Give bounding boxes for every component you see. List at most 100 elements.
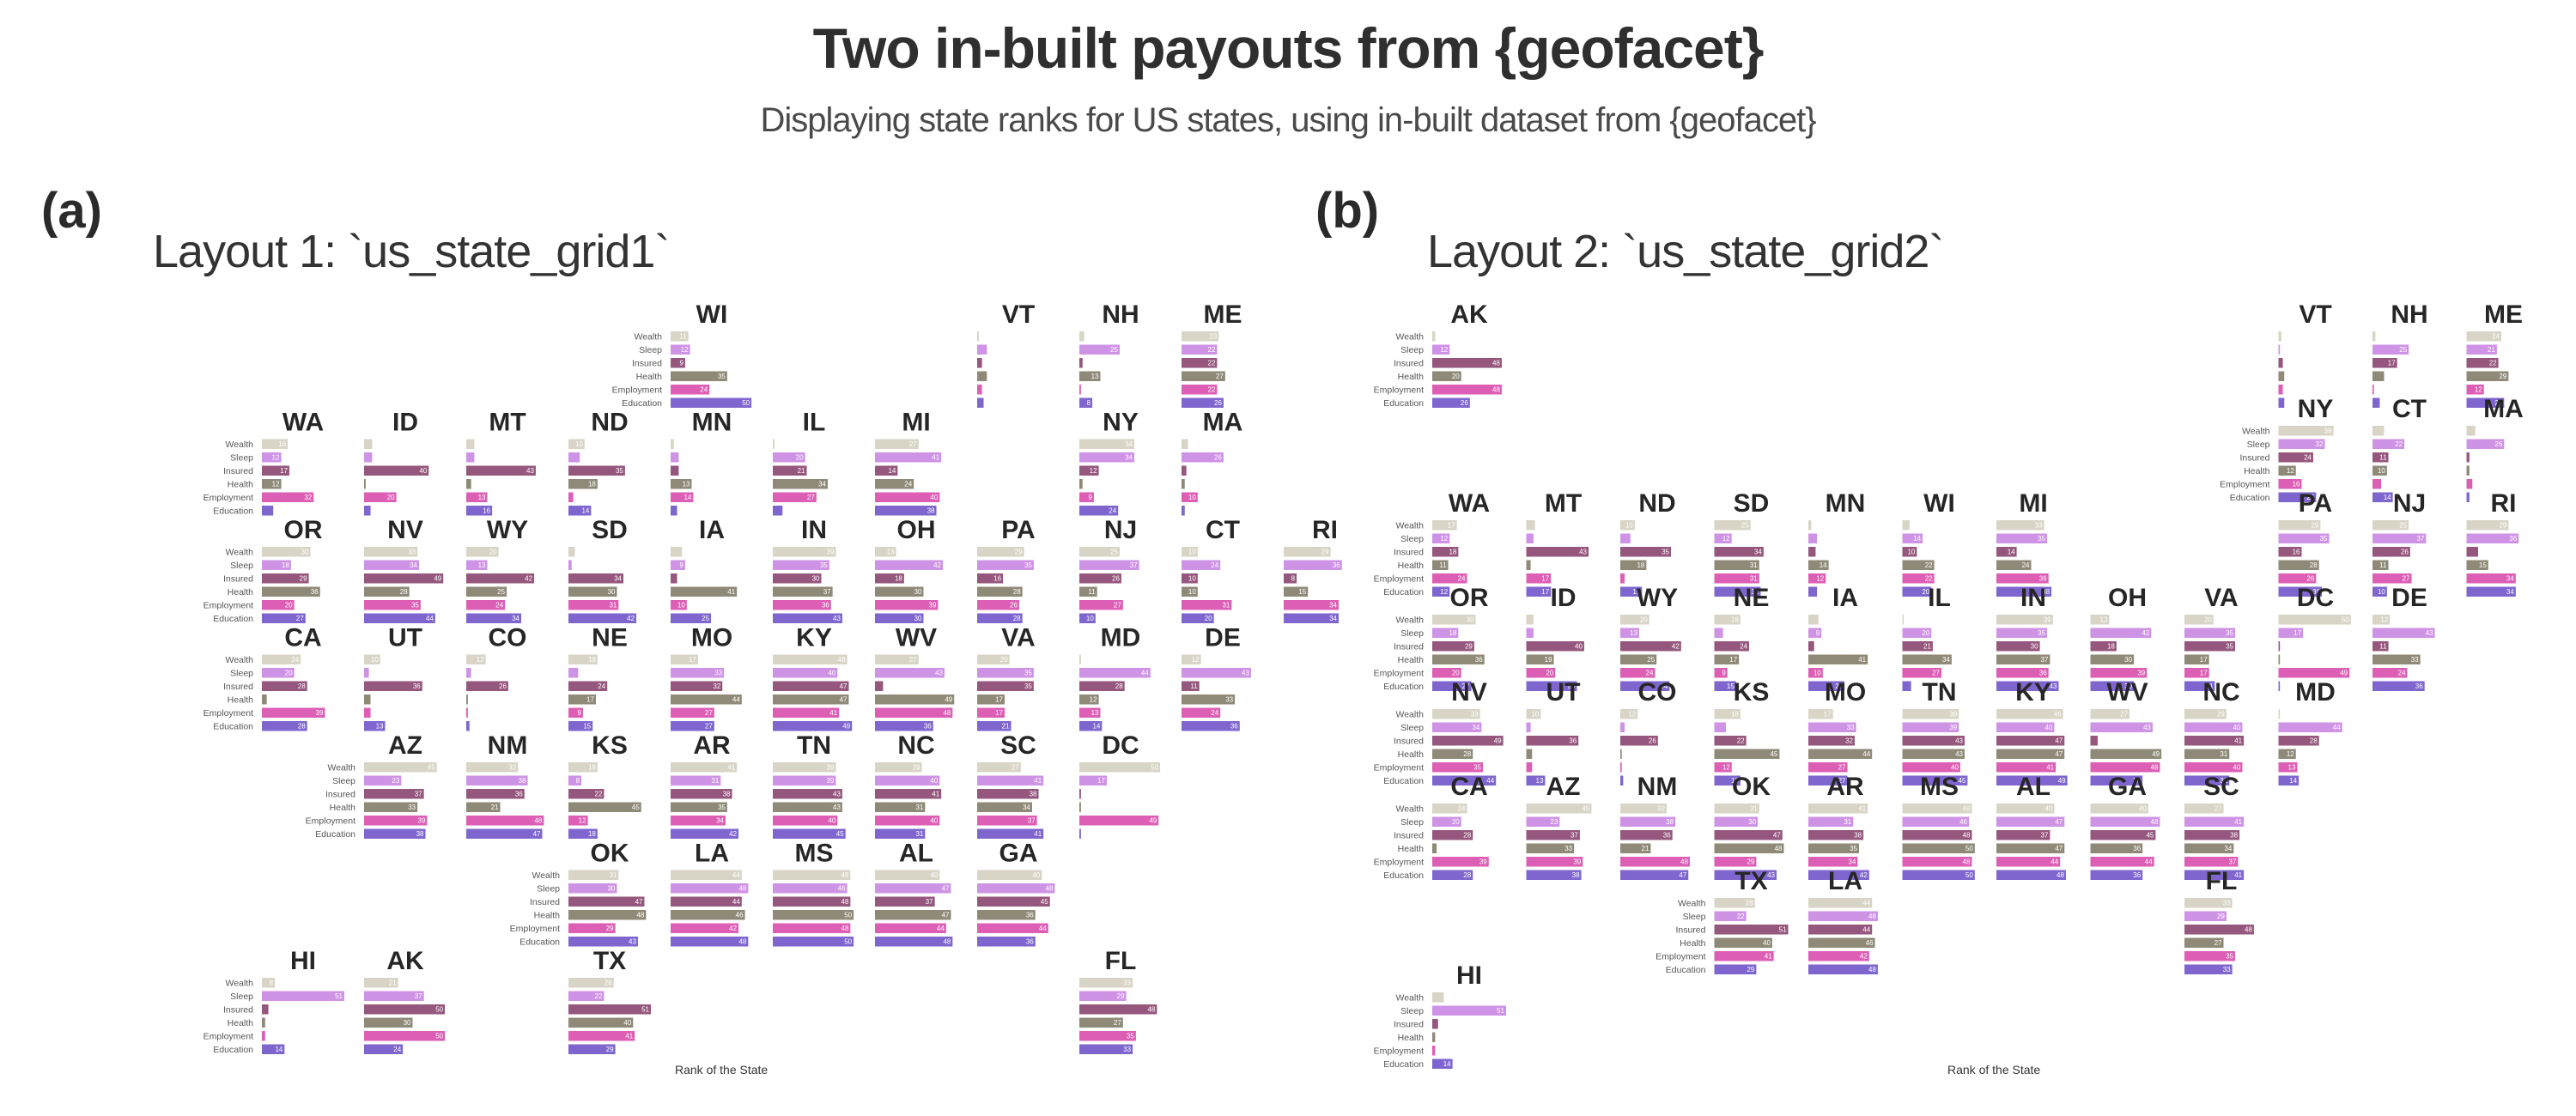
bar-sleep [1808, 911, 1878, 921]
state-label: AR [1826, 773, 1864, 801]
axis-label-education: Education [213, 614, 253, 624]
bar-insured [1996, 830, 2050, 840]
bar-value-label: 16 [2293, 481, 2300, 488]
state-label: NV [387, 516, 423, 544]
bar-education [2090, 870, 2143, 880]
bar-value-label: 8 [1291, 575, 1296, 583]
panel-a-tag: (a) [41, 183, 102, 239]
bar-value-label: 13 [2288, 764, 2296, 772]
bar-value-label: 28 [2310, 561, 2318, 569]
bar-wealth [2278, 426, 2334, 436]
bar-sleep [1808, 816, 1854, 827]
bar-value-label: 31 [609, 871, 617, 879]
bar-health [1526, 843, 1575, 853]
bar-value-label: 44 [1486, 777, 1494, 785]
bar-wealth [1079, 762, 1161, 773]
bar-education [2184, 775, 2230, 785]
bar-employment [262, 600, 295, 610]
bar-value-label: 40 [419, 467, 427, 475]
bar-value-label: 38 [927, 507, 935, 515]
bar-value-label: 27 [2120, 711, 2128, 719]
bar-insured [1902, 547, 1917, 557]
bar-value-label: 34 [1472, 724, 1479, 731]
bar-wealth [1996, 520, 2044, 531]
axis-label-employment: Employment [204, 601, 253, 611]
bar-wealth [2090, 804, 2148, 814]
facet-a-ma: MA 26 10 [1182, 409, 1242, 516]
bar-value-label: 39 [316, 709, 324, 717]
bar-employment [1808, 857, 1858, 867]
facet-b-sc: SC 27 41 38 34 37 41 [2184, 773, 2245, 880]
bar-wealth [1808, 615, 1819, 625]
bar-sleep [1996, 533, 2048, 543]
bar-sleep [568, 560, 572, 570]
bar-value-label: 30 [2124, 656, 2132, 664]
bar-value-label: 38 [723, 791, 731, 798]
bar-value-label: 27 [1114, 602, 1121, 610]
bar-health [1808, 937, 1875, 948]
axis-label-health: Health [228, 695, 254, 706]
bar-health [1714, 654, 1740, 664]
facet-a-mt: MT 43 13 16 [466, 409, 536, 516]
bar-employment [1808, 951, 1869, 961]
bar-value-label: 37 [926, 898, 933, 906]
facet-b-vt: VT [2278, 300, 2332, 408]
bar-value-label: 26 [2306, 494, 2314, 501]
bar-employment [671, 923, 739, 933]
bar-value-label: 9 [1088, 494, 1092, 501]
bar-health [671, 586, 738, 597]
bar-value-label: 46 [736, 912, 744, 919]
bar-value-label: 29 [2499, 522, 2506, 530]
bar-sleep [568, 775, 582, 785]
bar-value-label: 36 [2133, 871, 2141, 879]
state-label: WV [2106, 678, 2148, 707]
bar-value-label: 32 [713, 682, 720, 690]
bar-education [2184, 964, 2233, 974]
state-label: PA [2299, 489, 2332, 518]
bar-education [2372, 397, 2380, 408]
bar-insured [1526, 547, 1589, 557]
state-label: NE [1734, 584, 1770, 612]
axis-label-education: Education [315, 829, 355, 840]
bar-employment [1079, 492, 1094, 502]
bar-employment [2466, 573, 2516, 584]
bar-value-label: 47 [942, 885, 950, 893]
bar-health [2184, 937, 2224, 948]
bar-wealth [364, 439, 373, 449]
bar-value-label: 35 [1568, 682, 1576, 690]
bar-value-label: 10 [1086, 615, 1094, 622]
bar-value-label: 32 [304, 494, 312, 501]
bar-employment [1808, 573, 1826, 584]
bar-value-label: 13 [1091, 709, 1099, 717]
bar-sleep [1714, 911, 1747, 921]
bar-value-label: 27 [705, 723, 713, 731]
bar-value-label: 34 [1754, 549, 1762, 556]
bar-value-label: 45 [632, 804, 640, 811]
state-label: HI [290, 947, 316, 975]
bar-value-label: 12 [2475, 386, 2482, 394]
bar-value-label: 48 [2245, 926, 2252, 934]
state-label: KY [796, 624, 832, 652]
bar-employment [875, 492, 940, 502]
bar-value-label: 43 [526, 467, 534, 475]
bar-value-label: 24 [2304, 454, 2312, 462]
bar-employment [671, 816, 726, 826]
bar-insured [1182, 681, 1200, 691]
bar-wealth [2466, 331, 2501, 342]
bar-value-label: 42 [627, 615, 635, 622]
axis-label-wealth: Wealth [1396, 521, 1425, 531]
bar-sleep [2372, 628, 2435, 638]
bar-value-label: 30 [301, 549, 309, 556]
bar-value-label: 10 [371, 656, 379, 664]
bar-sleep [466, 668, 471, 678]
bar-employment [773, 707, 840, 718]
bar-value-label: 28 [1463, 750, 1471, 758]
bar-sleep [671, 344, 690, 355]
facet-a-md: MD 44 28 12 13 14 [1079, 624, 1151, 731]
bar-health [1714, 560, 1759, 570]
bar-wealth [875, 547, 896, 557]
state-label: IL [1928, 584, 1951, 612]
